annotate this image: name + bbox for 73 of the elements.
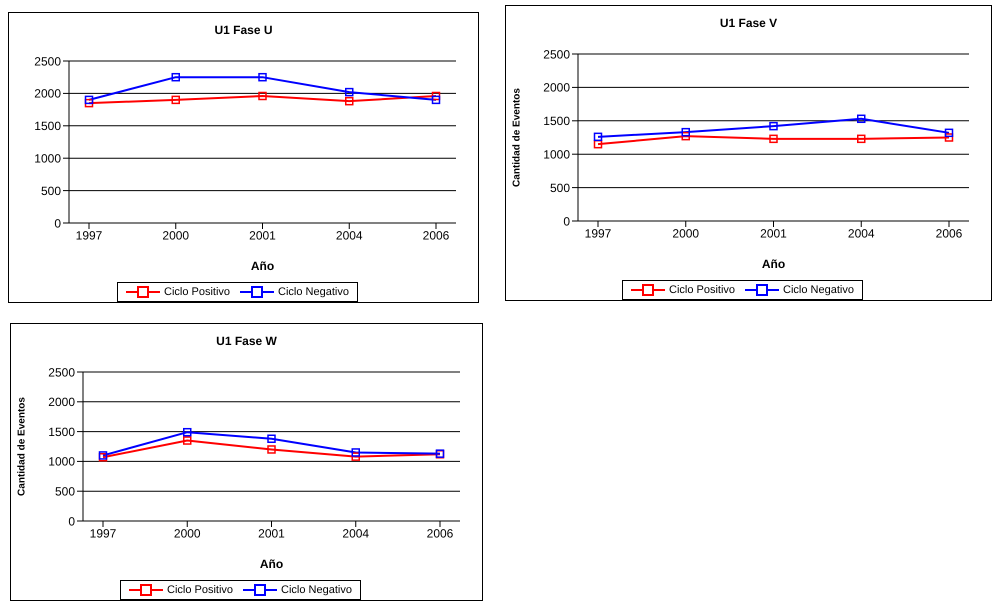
point — [258, 72, 267, 82]
y-tick-label: 2000 — [543, 80, 570, 95]
legend-label: Ciclo Negativo — [280, 584, 352, 596]
point — [84, 98, 94, 108]
point — [183, 428, 192, 436]
y-tick-label: 0 — [68, 514, 76, 528]
y-tick-label: 500 — [550, 180, 570, 195]
y-axis-title: Cantidad de Eventos — [512, 88, 523, 187]
x-tick-label: 2001 — [258, 526, 286, 541]
x-axis-title: Año — [762, 257, 786, 271]
x-tick-label: 2004 — [336, 228, 363, 243]
y-tick-label: 1000 — [34, 151, 62, 166]
point — [857, 134, 866, 144]
legend-label: Ciclo Positivo — [163, 286, 230, 298]
point — [345, 88, 354, 96]
x-tick-label: 2004 — [848, 226, 875, 241]
point — [432, 96, 440, 104]
point — [432, 92, 440, 100]
x-tick-label: 2000 — [174, 526, 201, 541]
point — [267, 445, 276, 454]
y-tick-label: 1500 — [48, 424, 76, 439]
x-tick-label: 2000 — [672, 226, 700, 241]
chart-title: U1 Fase U — [213, 23, 274, 39]
chart-title: U1 Fase W — [215, 334, 278, 350]
point — [857, 114, 866, 124]
point — [345, 96, 354, 106]
y-tick-label: 2000 — [48, 395, 76, 410]
point — [267, 434, 276, 443]
y-tick-label: 1500 — [543, 114, 570, 128]
x-tick-label: 1997 — [584, 226, 612, 241]
point — [944, 133, 954, 142]
point — [769, 122, 778, 130]
point — [258, 92, 267, 100]
point — [594, 132, 602, 142]
legend-label: Ciclo Negativo — [782, 284, 854, 296]
chart-title: U1 Fase V — [718, 16, 778, 32]
x-tick-label: 1997 — [76, 228, 103, 243]
legend-label: Ciclo Positivo — [668, 284, 736, 296]
point — [172, 72, 180, 82]
x-axis-title: Año — [260, 557, 284, 571]
x-tick-label: 2001 — [760, 226, 788, 241]
point — [352, 448, 360, 457]
point — [183, 436, 192, 445]
x-tick-label: 2004 — [342, 526, 370, 541]
legend-label: Ciclo Negativo — [277, 286, 349, 298]
point — [682, 128, 690, 136]
x-tick-label: 2006 — [422, 228, 450, 243]
point — [769, 134, 778, 144]
point — [172, 96, 180, 104]
y-tick-label: 2500 — [34, 54, 62, 68]
y-tick-label: 0 — [563, 214, 570, 228]
y-tick-label: 500 — [54, 484, 76, 498]
point — [594, 140, 602, 148]
x-tick-label: 2006 — [936, 226, 963, 241]
point — [944, 128, 954, 138]
x-tick-label: 2001 — [249, 228, 276, 243]
y-tick-label: 2500 — [543, 47, 570, 62]
y-tick-label: 0 — [54, 216, 62, 230]
point — [352, 452, 360, 461]
point — [84, 96, 94, 104]
y-tick-label: 1000 — [48, 454, 76, 469]
x-axis-title: Año — [250, 259, 274, 273]
legend-label: Ciclo Positivo — [166, 584, 234, 596]
x-tick-label: 2006 — [426, 526, 454, 541]
x-tick-label: 2000 — [162, 228, 190, 243]
y-tick-label: 2500 — [48, 365, 76, 380]
y-tick-label: 1500 — [34, 119, 62, 134]
y-tick-label: 2000 — [34, 86, 62, 101]
y-tick-label: 500 — [40, 184, 62, 198]
y-axis-title: Cantidad de Eventos — [16, 396, 28, 496]
x-tick-label: 1997 — [90, 526, 117, 541]
point — [682, 132, 690, 140]
y-tick-label: 1000 — [543, 147, 570, 162]
